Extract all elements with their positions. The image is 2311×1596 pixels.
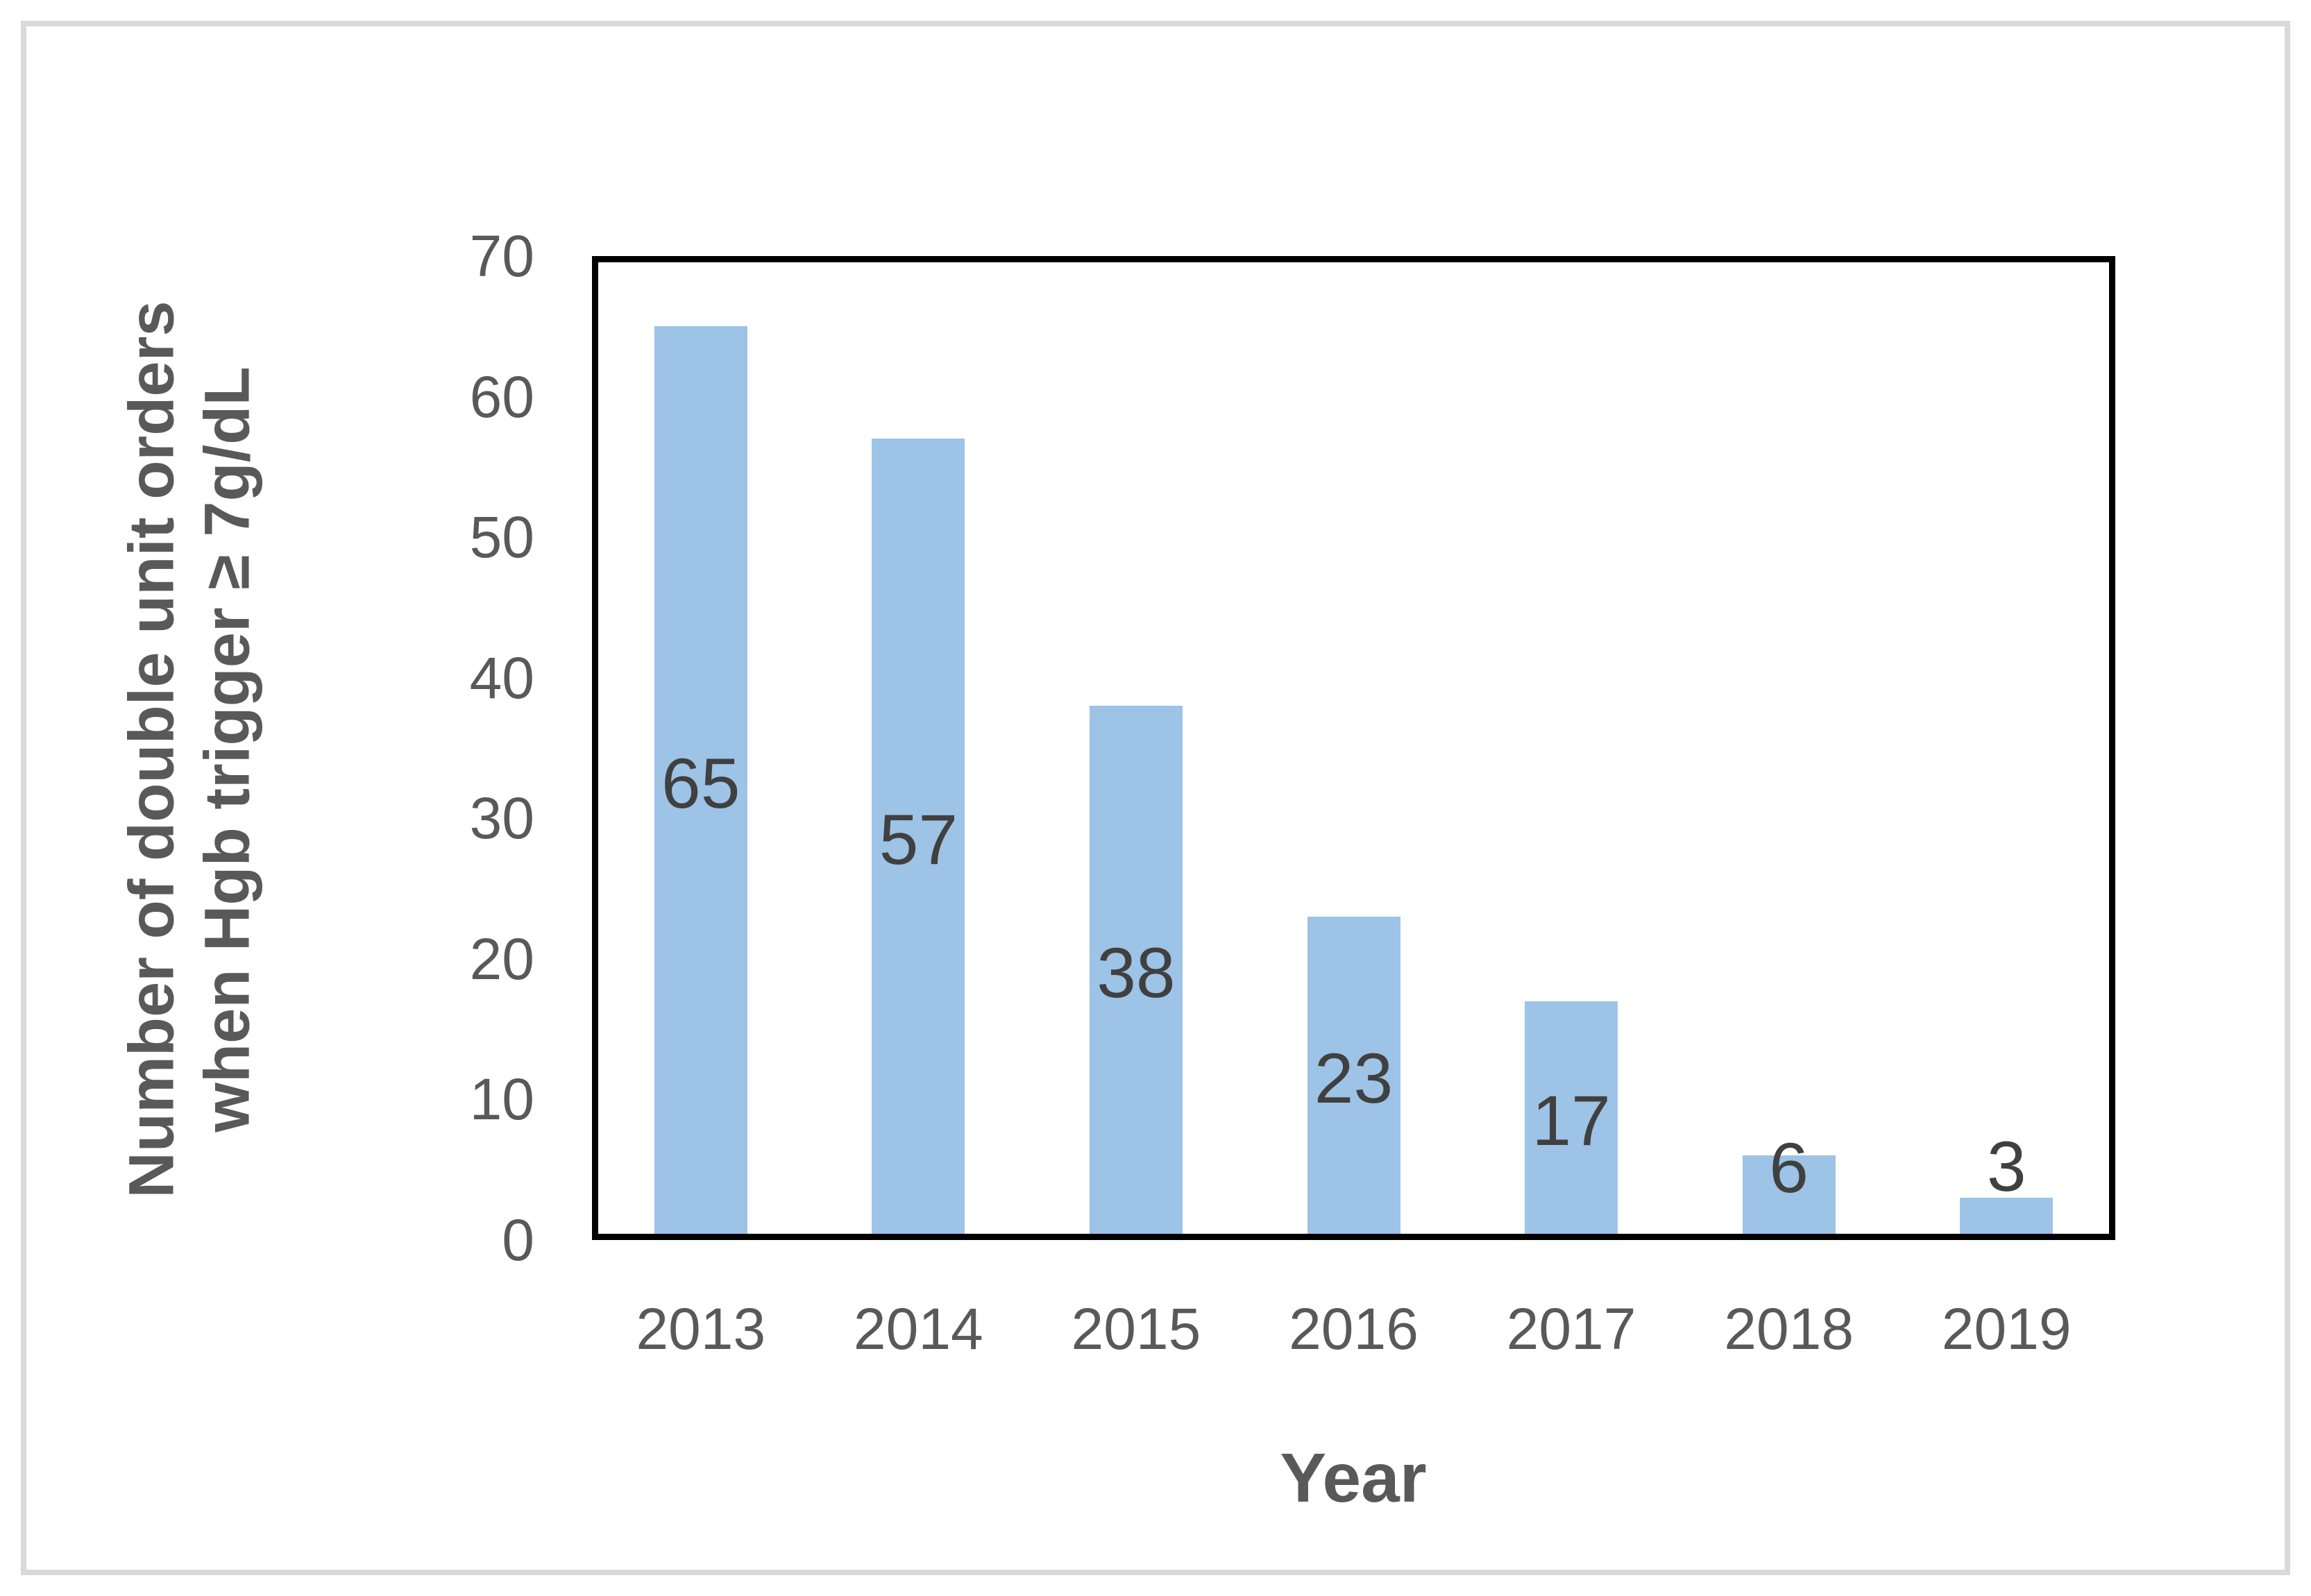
bar-value-label-2017: 17 <box>1532 1080 1611 1160</box>
x-tick-label-2017: 2017 <box>1506 1296 1636 1361</box>
bar-2015 <box>1089 706 1183 1240</box>
plot-area: 65 57 38 23 17 6 3 <box>592 256 2115 1240</box>
x-tick-label-2016: 2016 <box>1289 1296 1419 1361</box>
figure-border <box>21 21 2290 1575</box>
y-tick-label-40: 40 <box>469 645 534 711</box>
x-tick-label-2018: 2018 <box>1724 1296 1854 1361</box>
x-tick-label-2019: 2019 <box>1941 1296 2072 1361</box>
x-tick-label-2014: 2014 <box>853 1296 983 1361</box>
y-tick-label-10: 10 <box>469 1067 534 1132</box>
bar-2018 <box>1742 1155 1836 1240</box>
bar-value-label-2015: 38 <box>1097 933 1176 1013</box>
x-axis-title: Year <box>1280 1439 1427 1517</box>
y-tick-label-70: 70 <box>469 223 534 289</box>
bar-value-label-2013: 65 <box>661 743 740 823</box>
y-tick-label-30: 30 <box>469 786 534 851</box>
y-axis-title-line-1: Number of double unit orders <box>116 300 187 1198</box>
bar-2014 <box>872 439 965 1240</box>
y-tick-label-50: 50 <box>469 504 534 570</box>
x-tick-label-2015: 2015 <box>1071 1296 1201 1361</box>
y-axis-title: Number of double unit orders when Hgb tr… <box>114 229 264 1270</box>
x-tick-label-2013: 2013 <box>636 1296 766 1361</box>
bar-value-label-2018: 6 <box>1769 1128 1809 1208</box>
bar-value-label-2019: 3 <box>1986 1127 2026 1207</box>
bar-2013 <box>654 326 747 1240</box>
y-tick-label-60: 60 <box>469 364 534 430</box>
bar-value-label-2016: 23 <box>1314 1039 1394 1119</box>
y-axis-title-line-2: when Hgb trigger ≥ 7g/dL <box>192 366 262 1132</box>
y-tick-label-0: 0 <box>502 1207 534 1273</box>
bar-value-label-2014: 57 <box>879 799 958 879</box>
y-tick-label-20: 20 <box>469 926 534 992</box>
bar-2019 <box>1960 1198 2054 1240</box>
bar-2017 <box>1525 1001 1618 1240</box>
bar-2016 <box>1307 917 1400 1240</box>
